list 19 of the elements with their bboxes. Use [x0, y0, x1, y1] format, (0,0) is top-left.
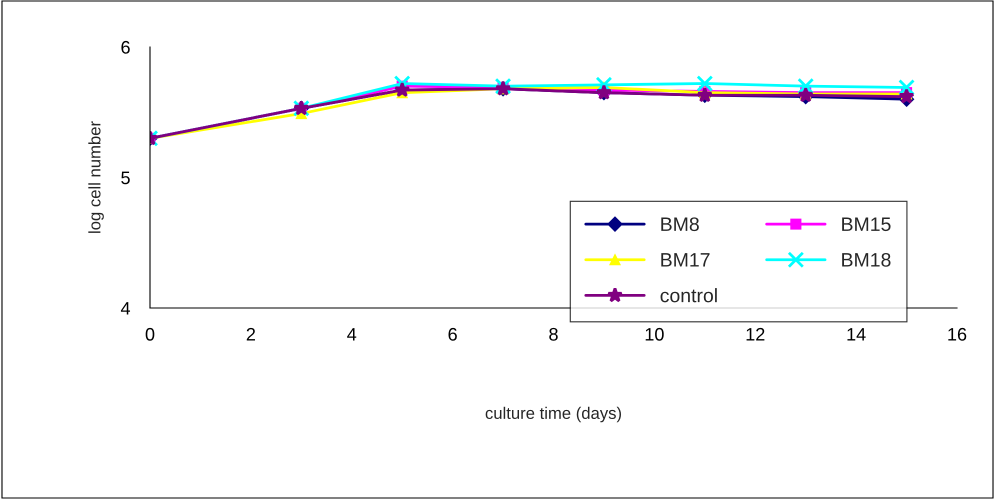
legend-label: BM18 — [842, 252, 891, 267]
x-tick-label: 12 — [746, 328, 764, 341]
legend-label: BM17 — [661, 253, 710, 267]
x-tick-label: 0 — [146, 328, 154, 341]
x-tick-label: 8 — [549, 328, 558, 341]
y-tick-label: 5 — [121, 172, 130, 184]
x-tick-label: 2 — [246, 328, 255, 341]
y-axis-title: log cell number — [88, 121, 104, 233]
y-tick-label: 4 — [120, 302, 130, 315]
x-axis-title: culture time (days) — [486, 406, 622, 422]
legend-label: control — [660, 288, 717, 302]
x-tick-label: 6 — [448, 328, 457, 341]
x-tick-label: 16 — [948, 328, 966, 341]
legend-label: BM15 — [842, 218, 891, 232]
x-tick-label: 10 — [646, 328, 664, 341]
y-tick-label: 6 — [121, 40, 130, 54]
legend-label: BM8 — [661, 217, 699, 232]
x-tick-label: 4 — [347, 328, 356, 341]
x-tick-label: 14 — [847, 328, 866, 341]
